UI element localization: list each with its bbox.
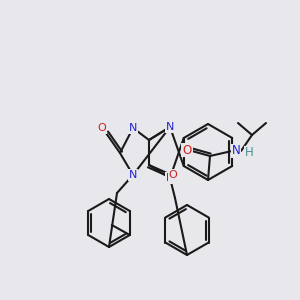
Text: N: N: [232, 145, 240, 158]
Text: H: H: [244, 146, 253, 160]
Text: N: N: [166, 122, 174, 132]
Text: O: O: [169, 170, 177, 180]
Text: N: N: [166, 173, 174, 183]
Text: N: N: [129, 123, 137, 133]
Text: O: O: [98, 123, 106, 133]
Text: O: O: [182, 143, 192, 157]
Text: N: N: [129, 170, 137, 180]
